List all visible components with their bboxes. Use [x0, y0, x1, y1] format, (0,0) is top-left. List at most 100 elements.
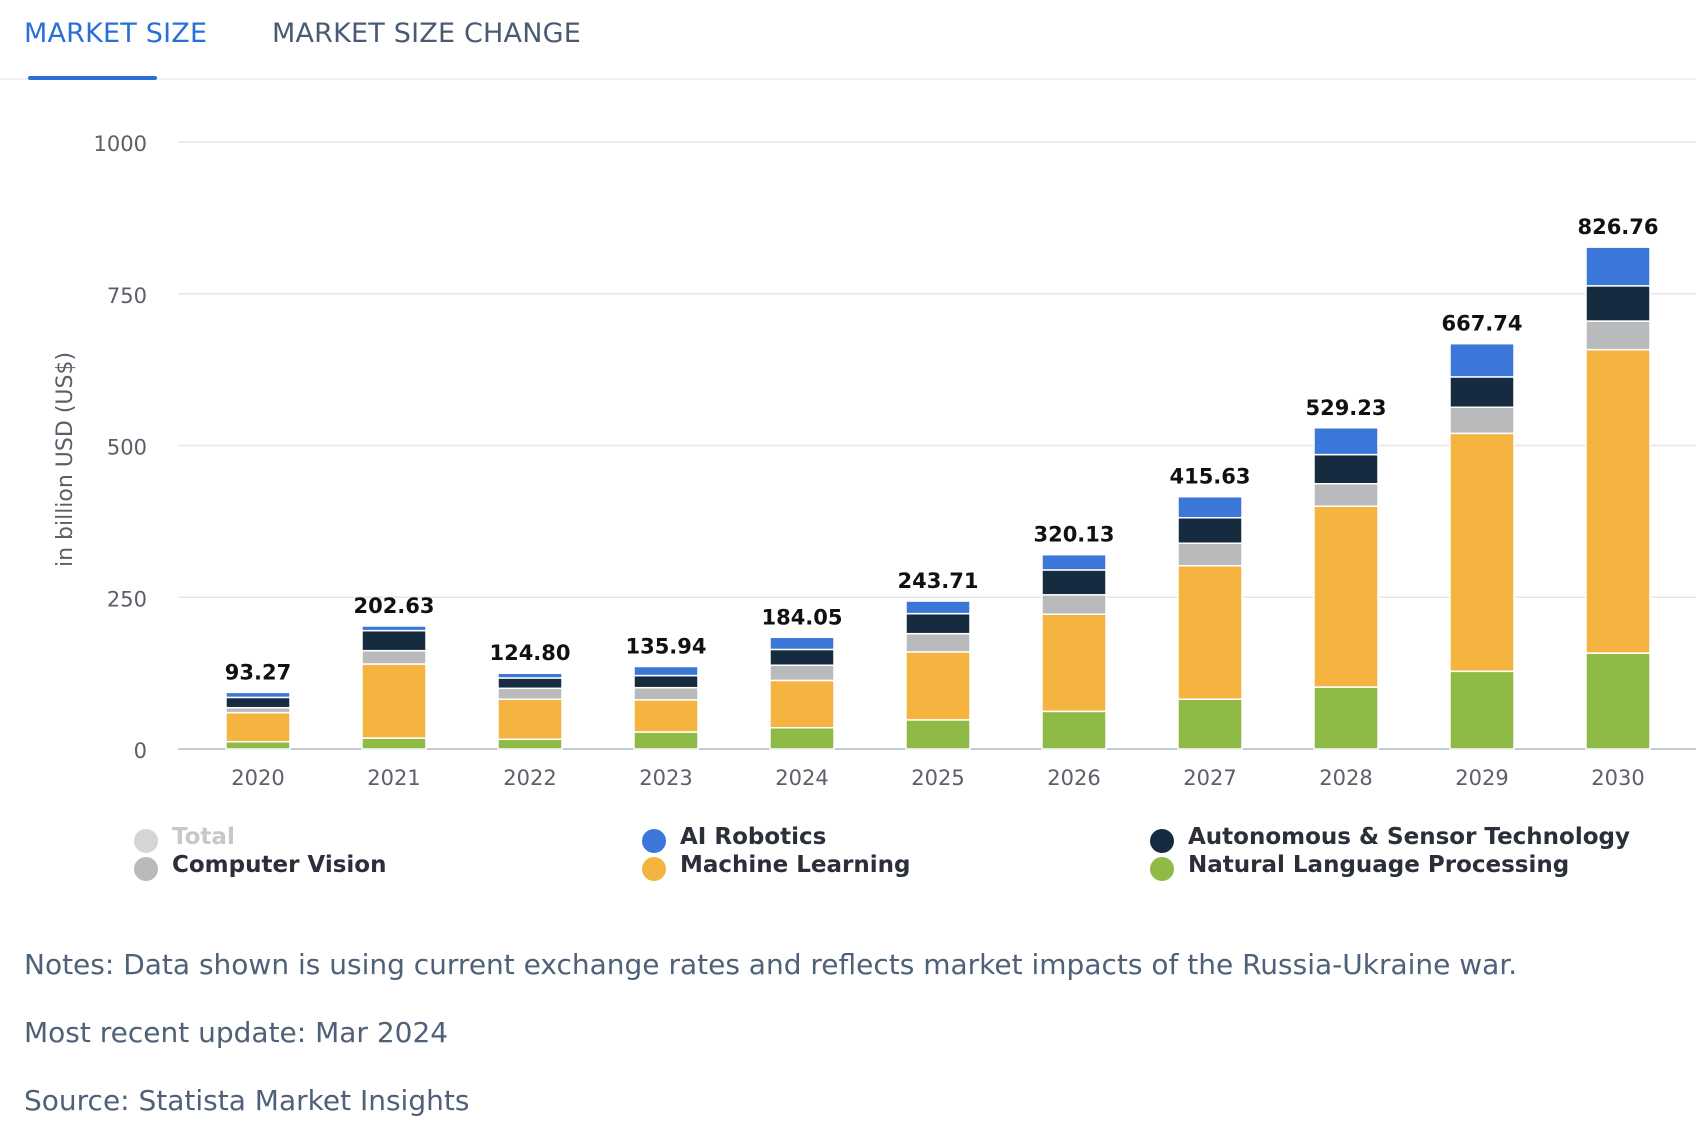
- x-tick-label: 2028: [1319, 766, 1372, 790]
- bar-segment-machine_learning: [497, 698, 563, 741]
- bar-segment-machine_learning: [1313, 505, 1379, 688]
- bar-segment-computer_vision: [1177, 542, 1243, 567]
- source-text: Source: Statista Market Insights: [24, 1084, 470, 1117]
- bar-segment-machine_learning: [361, 663, 427, 739]
- total-data-label: 667.74: [1441, 312, 1522, 336]
- x-tick-label: 2024: [775, 766, 828, 790]
- bar-segment-nlp: [1041, 710, 1107, 750]
- x-tick-label: 2021: [367, 766, 420, 790]
- bar-segment-autonomous: [1449, 376, 1515, 409]
- notes-text: Notes: Data shown is using current excha…: [24, 948, 1518, 981]
- tab-market-size[interactable]: MARKET SIZE: [24, 18, 208, 49]
- x-tick-label: 2027: [1183, 766, 1236, 790]
- legend-dot-machine-learning: [642, 857, 666, 881]
- x-tick-label: 2020: [231, 766, 284, 790]
- bar-segment-machine_learning: [769, 679, 835, 729]
- legend-label-autonomous: Autonomous & Sensor Technology: [1188, 824, 1630, 850]
- bar-segment-autonomous: [769, 648, 835, 666]
- bar-segment-nlp: [497, 738, 563, 750]
- y-axis-title: in billion USD (US$): [53, 352, 78, 567]
- legend-label-machine-learning: Machine Learning: [680, 852, 911, 878]
- bar-segment-computer_vision: [497, 687, 563, 700]
- bar-segment-computer_vision: [905, 632, 971, 653]
- bar-segment-computer_vision: [769, 664, 835, 682]
- bar-segment-nlp: [769, 727, 835, 750]
- bar-segment-autonomous: [1313, 453, 1379, 485]
- bar-segment-computer_vision: [1313, 482, 1379, 507]
- total-data-label: 135.94: [625, 634, 706, 658]
- legend-label-computer-vision: Computer Vision: [172, 852, 387, 878]
- total-data-label: 124.80: [489, 641, 570, 665]
- bar-segment-machine_learning: [905, 651, 971, 721]
- legend-dot-ai-robotics: [642, 829, 666, 853]
- stacked-bar-chart: 0 250 500 750 1000 in billion USD (US$) 93.27 2…: [53, 132, 1696, 790]
- bar-segment-machine_learning: [1449, 432, 1515, 673]
- total-data-label: 93.27: [225, 660, 291, 684]
- total-data-label: 826.76: [1577, 215, 1658, 239]
- x-tick-label: 2023: [639, 766, 692, 790]
- total-data-label: 320.13: [1033, 523, 1114, 547]
- bar-segment-nlp: [1313, 686, 1379, 750]
- y-tick-label: 0: [134, 739, 147, 763]
- bar-segment-nlp: [905, 719, 971, 750]
- bar-segment-computer_vision: [1585, 320, 1651, 351]
- bar-segment-machine_learning: [1177, 564, 1243, 700]
- bar-segment-ai_robotics: [1449, 342, 1515, 378]
- legend-label-ai-robotics: AI Robotics: [680, 824, 827, 850]
- bar-segment-nlp: [361, 737, 427, 750]
- total-data-label: 529.23: [1305, 396, 1386, 420]
- bar-segment-ai_robotics: [1177, 495, 1243, 519]
- y-tick-label: 1000: [94, 132, 147, 156]
- legend-dot-total: [134, 829, 158, 853]
- total-data-label: 202.63: [353, 594, 434, 618]
- tab-market-size-change[interactable]: MARKET SIZE CHANGE: [272, 18, 582, 49]
- bar-segment-ai_robotics: [769, 636, 835, 651]
- bar-segment-ai_robotics: [1585, 246, 1651, 287]
- bar-segment-autonomous: [905, 612, 971, 635]
- x-tick-label: 2025: [911, 766, 964, 790]
- x-tick-label: 2029: [1455, 766, 1508, 790]
- y-tick-label: 250: [107, 587, 147, 611]
- legend-dot-nlp: [1150, 857, 1174, 881]
- legend-dot-autonomous: [1150, 829, 1174, 853]
- legend-dot-computer-vision: [134, 857, 158, 881]
- bar-segment-autonomous: [361, 629, 427, 652]
- x-tick-label: 2026: [1047, 766, 1100, 790]
- bar-segment-autonomous: [225, 696, 291, 709]
- bar-segment-machine_learning: [1041, 613, 1107, 713]
- bar-segment-machine_learning: [633, 699, 699, 733]
- total-data-label: 415.63: [1169, 465, 1250, 489]
- total-data-label: 184.05: [761, 605, 842, 629]
- bar-segment-ai_robotics: [633, 665, 699, 677]
- update-text: Most recent update: Mar 2024: [24, 1016, 449, 1049]
- bar-segment-ai_robotics: [905, 600, 971, 615]
- active-tab-indicator: [28, 76, 157, 80]
- x-tick-label: 2022: [503, 766, 556, 790]
- bar-segment-nlp: [225, 740, 291, 750]
- bar-segment-ai_robotics: [1313, 427, 1379, 456]
- x-tick-label: 2030: [1591, 766, 1644, 790]
- y-tick-label: 500: [107, 436, 147, 460]
- legend-label-nlp: Natural Language Processing: [1188, 852, 1570, 878]
- bar-segment-computer_vision: [633, 686, 699, 701]
- bar-segment-autonomous: [497, 677, 563, 690]
- bar-segment-nlp: [1449, 670, 1515, 750]
- total-data-label: 243.71: [897, 569, 978, 593]
- bar-segment-ai_robotics: [497, 672, 563, 679]
- bar-segment-computer_vision: [1449, 406, 1515, 435]
- bar-segment-nlp: [1177, 698, 1243, 750]
- bar-segment-machine_learning: [1585, 348, 1651, 654]
- bar-segment-ai_robotics: [225, 691, 291, 699]
- bar-segment-autonomous: [1177, 516, 1243, 544]
- bar-segment-autonomous: [1041, 569, 1107, 596]
- bar-segment-computer_vision: [361, 649, 427, 665]
- tab-bar: MARKET SIZE MARKET SIZE CHANGE: [0, 0, 1696, 80]
- bar-segment-ai_robotics: [361, 625, 427, 632]
- legend-label-total: Total: [172, 824, 235, 850]
- bar-segment-nlp: [1585, 652, 1651, 750]
- bar-segment-autonomous: [633, 674, 699, 689]
- bar-segment-computer_vision: [1041, 594, 1107, 615]
- bar-segment-nlp: [633, 731, 699, 750]
- bar-segment-machine_learning: [225, 711, 291, 743]
- chart-legend: Total AI Robotics Autonomous & Sensor Te…: [0, 824, 1696, 894]
